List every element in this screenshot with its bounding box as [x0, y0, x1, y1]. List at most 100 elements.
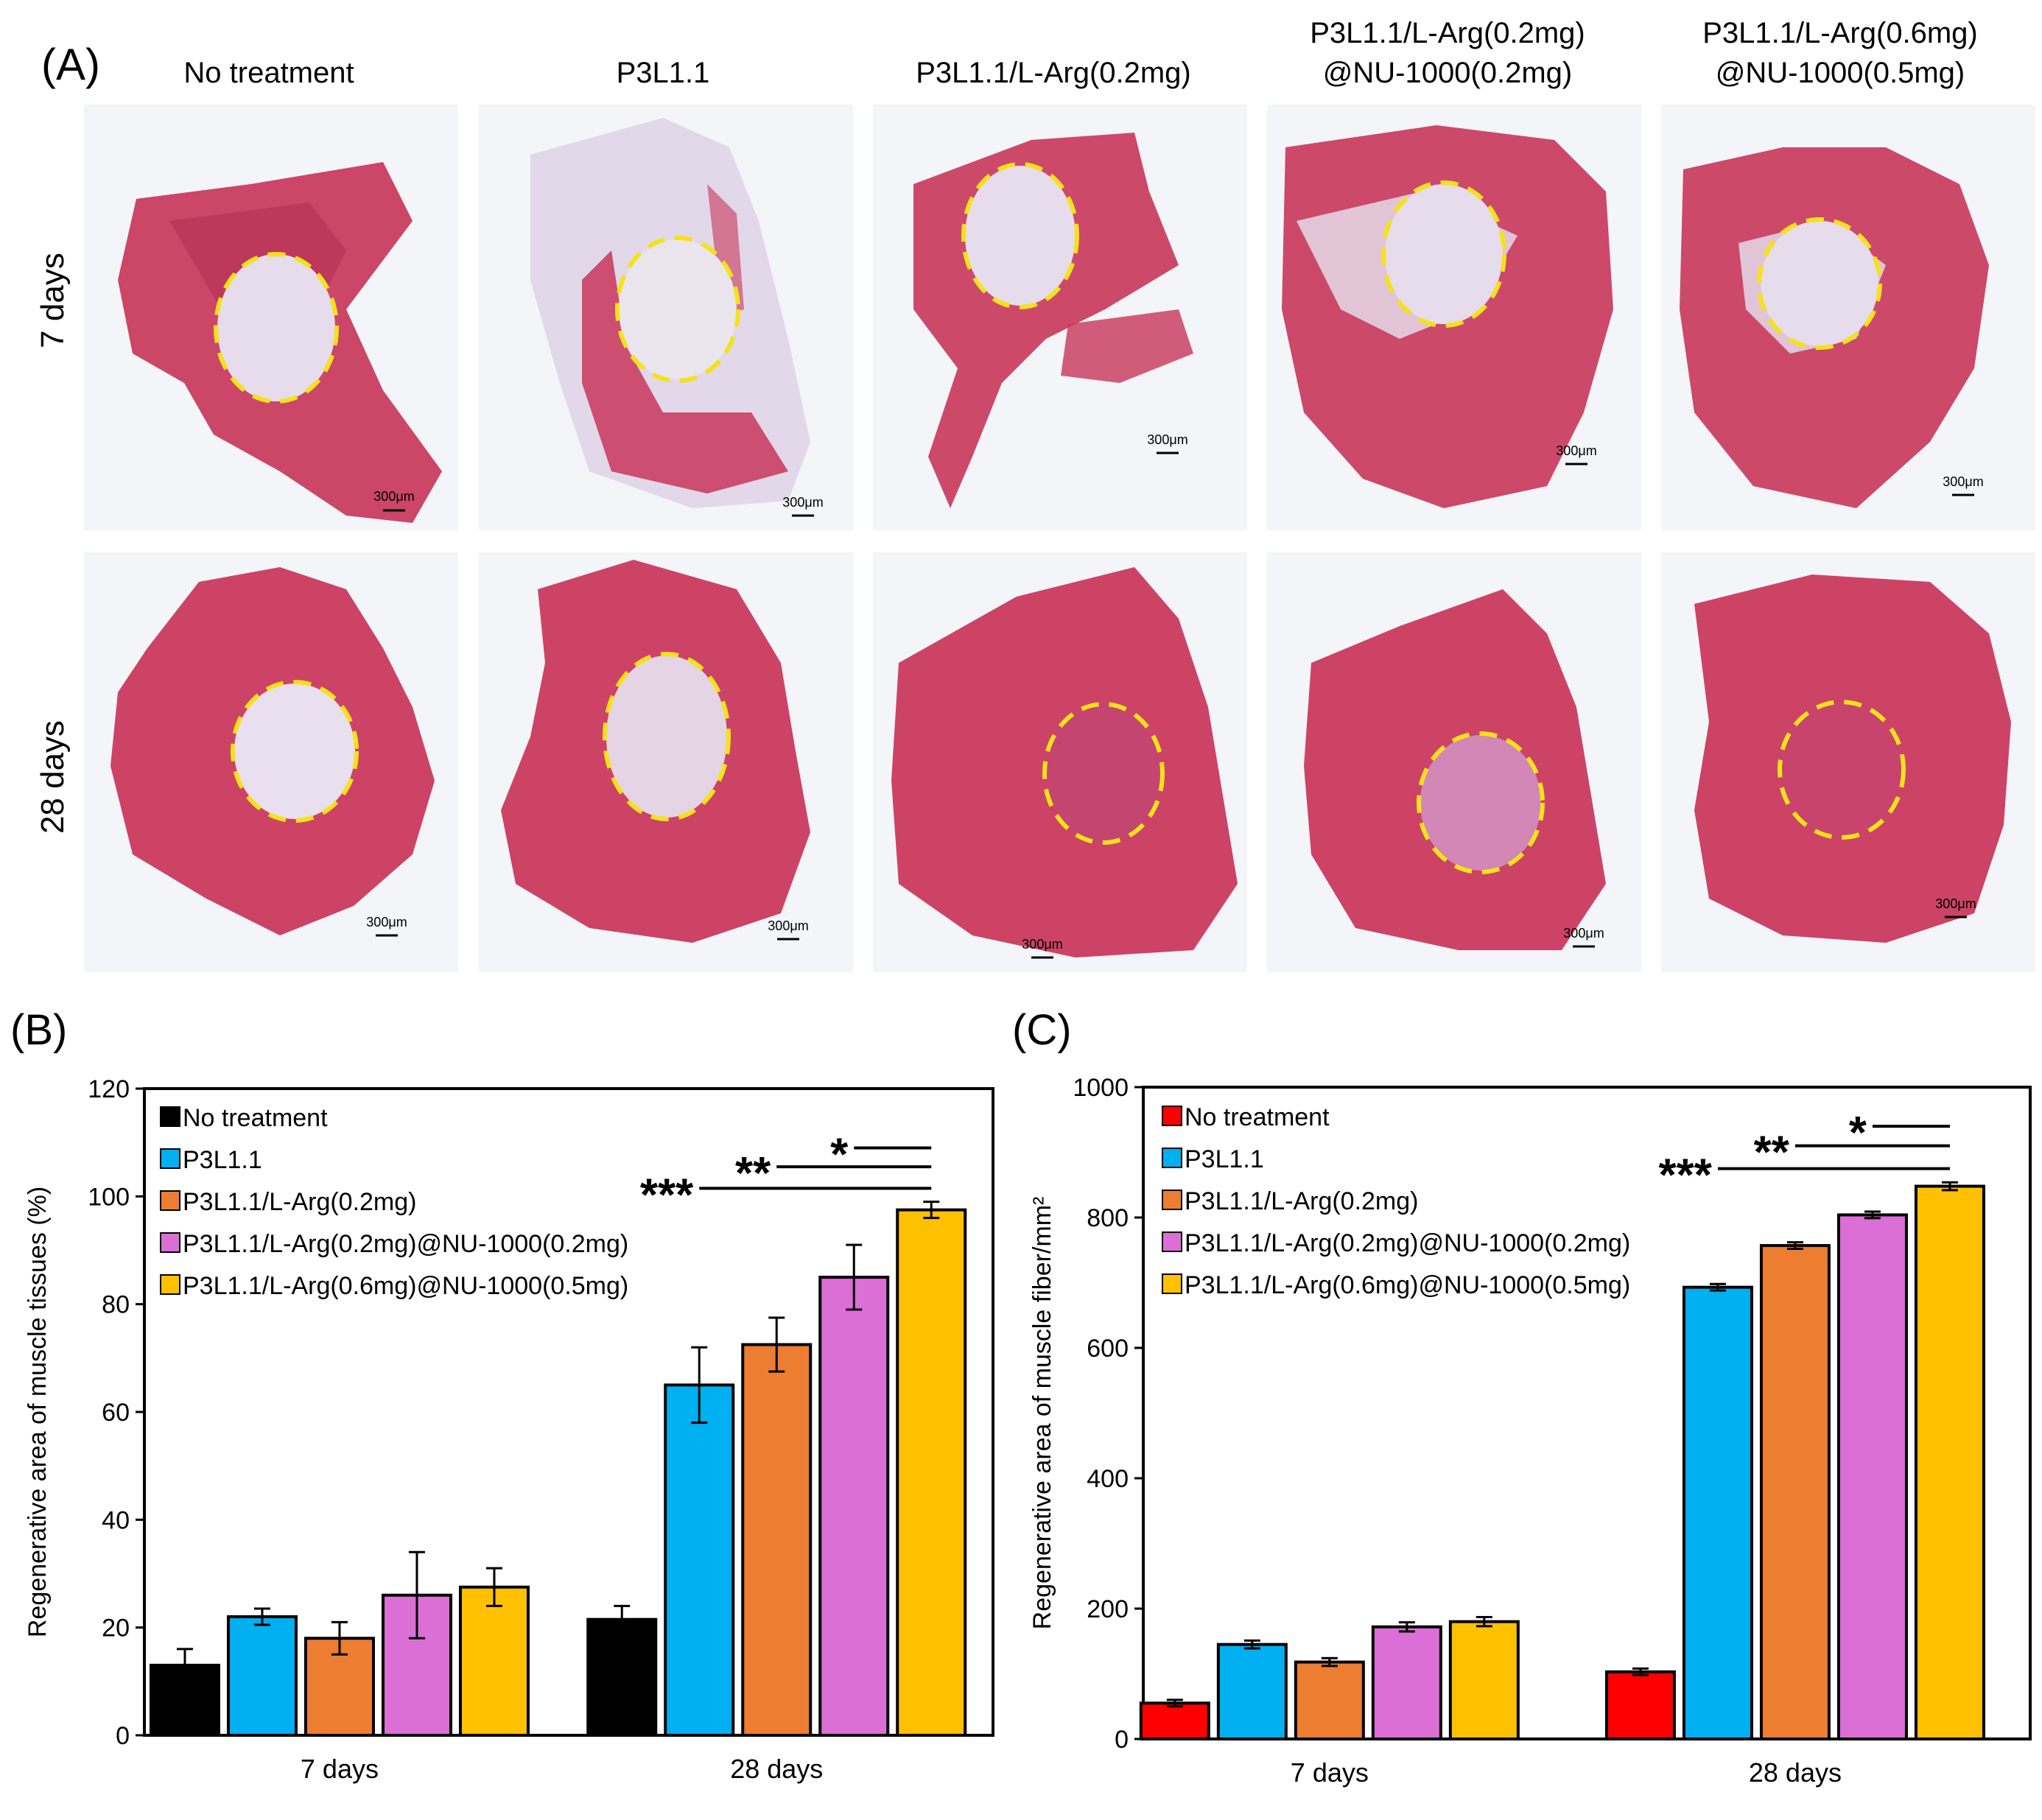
histology-image-28d-no-treatment: 300μm — [84, 552, 458, 972]
scale-bar-label: 300μm — [1022, 937, 1062, 952]
defect-ring — [1381, 180, 1506, 328]
scale-bar-label: 300μm — [782, 495, 823, 510]
y-tick-label: 0 — [1115, 1726, 1129, 1754]
legend-swatch — [1162, 1232, 1182, 1252]
histology-image-28d-p3l11: 300μm — [479, 552, 853, 972]
column-header-nu1000-high-line1: P3L1.1/L-Arg(0.6mg) — [1702, 17, 1978, 49]
y-tick-label: 1000 — [1073, 1074, 1129, 1102]
histology-image-7d-no-treatment: 300μm — [84, 105, 458, 530]
chart-b-muscle-tissue-area: (B) 0 20 40 60 80 100 120 Regenerative area of m… — [10, 1006, 994, 1784]
y-tick-label: 0 — [116, 1722, 130, 1750]
legend-swatch — [160, 1232, 180, 1253]
defect-ring — [603, 652, 731, 821]
panel-label: (B) — [10, 1006, 67, 1054]
legend-label: P3L1.1/L-Arg(0.6mg)@NU-1000(0.5mg) — [1185, 1271, 1630, 1299]
y-tick-label: 60 — [102, 1399, 130, 1427]
legend-swatch — [1162, 1148, 1182, 1168]
bar — [458, 1585, 530, 1738]
defect-ring — [961, 162, 1079, 309]
histology-image-28d-larg: 300μm — [873, 552, 1247, 972]
chart-c-muscle-fiber-area: (C) 0 200 400 600 800 1000 Regenerative area of… — [1012, 1006, 2032, 1788]
bar — [1294, 1660, 1365, 1741]
defect-ring — [615, 236, 740, 383]
y-tick-label: 800 — [1087, 1204, 1129, 1232]
legend-label: P3L1.1/L-Arg(0.2mg) — [183, 1188, 417, 1216]
x-category-label: 7 days — [301, 1754, 379, 1784]
defect-ring — [1757, 217, 1882, 350]
significance-marker: * — [1849, 1108, 1867, 1159]
bar — [664, 1383, 735, 1737]
x-category-label: 28 days — [730, 1754, 823, 1784]
y-tick-label: 120 — [88, 1075, 130, 1103]
bar — [741, 1343, 813, 1737]
defect-ring — [1042, 702, 1165, 845]
legend-label: No treatment — [1185, 1103, 1330, 1131]
histology-image-28d-nu1000-low: 300μm — [1267, 552, 1641, 972]
panel-label: (C) — [1012, 1006, 1072, 1054]
column-header-nu1000-high-line2: @NU-1000(0.5mg) — [1716, 57, 1965, 89]
bar — [1216, 1642, 1288, 1741]
y-tick-label: 80 — [102, 1291, 130, 1319]
column-header-nu1000-low-line1: P3L1.1/L-Arg(0.2mg) — [1310, 17, 1585, 49]
y-tick-label: 100 — [88, 1183, 130, 1211]
legend-swatch — [1162, 1273, 1182, 1294]
column-header-nu1000-low-line2: @NU-1000(0.2mg) — [1323, 57, 1573, 89]
defect-ring — [1417, 731, 1545, 874]
legend-swatch — [160, 1148, 180, 1169]
defect-site — [217, 254, 335, 401]
scale-bar-label: 300μm — [366, 915, 407, 930]
scale-bar-label: 300μm — [1556, 443, 1596, 458]
column-header-no-treatment: No treatment — [183, 57, 354, 89]
histology-image-28d-nu1000-high: 300μm — [1661, 552, 2035, 972]
y-tick-label: 20 — [102, 1615, 130, 1642]
column-header-larg: P3L1.1/L-Arg(0.2mg) — [916, 57, 1191, 89]
bar — [1836, 1213, 1908, 1740]
legend-label: P3L1.1/L-Arg(0.2mg)@NU-1000(0.2mg) — [1185, 1229, 1630, 1257]
legend-label: P3L1.1/L-Arg(0.6mg)@NU-1000(0.5mg) — [183, 1272, 628, 1300]
histology-image-7d-nu1000-high: 300μm — [1661, 105, 2035, 530]
legend-swatch — [160, 1106, 180, 1127]
bar — [1139, 1701, 1210, 1740]
bar — [896, 1208, 967, 1737]
row-label-28-days: 28 days — [35, 720, 71, 834]
column-header-p3l11: P3L1.1 — [617, 57, 710, 89]
bar — [818, 1276, 890, 1738]
bar — [226, 1615, 298, 1738]
y-tick-label: 400 — [1087, 1465, 1129, 1493]
bar — [1448, 1620, 1520, 1740]
y-axis-label: Regenerative area of muscle tissues (%) — [24, 1187, 52, 1637]
legend-swatch — [160, 1190, 180, 1211]
x-category-label: 7 days — [1291, 1757, 1369, 1788]
bar — [1759, 1244, 1831, 1741]
scale-bar-label: 300μm — [1147, 432, 1187, 447]
legend-swatch — [1162, 1190, 1182, 1210]
bar — [1682, 1285, 1753, 1740]
significance-marker: * — [830, 1129, 849, 1180]
plot-area — [1142, 1086, 2032, 1740]
significance-marker: *** — [1659, 1150, 1713, 1201]
bar — [1914, 1184, 1985, 1740]
y-tick-label: 200 — [1087, 1595, 1129, 1623]
legend-label: P3L1.1 — [183, 1146, 262, 1174]
legend-label: P3L1.1/L-Arg(0.2mg) — [1185, 1187, 1419, 1215]
significance-marker: ** — [1754, 1128, 1790, 1178]
y-axis-label: Regenerative area of muscle fiber/mm² — [1028, 1197, 1056, 1630]
scale-bar-label: 300μm — [1563, 926, 1604, 941]
histology-image-7d-nu1000-low: 300μm — [1267, 105, 1641, 530]
significance-marker: ** — [735, 1148, 771, 1199]
defect-ring — [214, 252, 339, 404]
scale-bar-label: 300μm — [768, 918, 808, 933]
panel-a-label: (A) — [41, 40, 100, 89]
legend-label: No treatment — [183, 1104, 328, 1132]
legend-swatch — [160, 1274, 180, 1295]
defect-ring — [231, 680, 359, 823]
row-label-7-days: 7 days — [35, 253, 71, 348]
histology-image-7d-larg: 300μm — [873, 105, 1247, 530]
x-category-label: 28 days — [1749, 1757, 1842, 1788]
legend-label: P3L1.1/L-Arg(0.2mg)@NU-1000(0.2mg) — [183, 1230, 628, 1258]
y-tick-label: 40 — [102, 1506, 130, 1534]
scale-bar-label: 300μm — [373, 489, 414, 504]
y-tick-label: 600 — [1087, 1335, 1129, 1363]
panel-a-histology: (A) No treatment P3L1.1 P3L1.1/L-Arg(0.2… — [35, 17, 2035, 972]
